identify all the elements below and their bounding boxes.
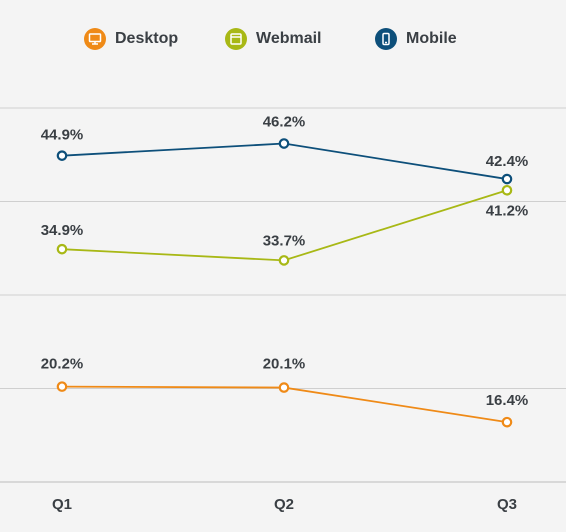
data-point [501, 173, 513, 185]
desktop-icon [84, 28, 106, 50]
x-tick-label: Q3 [497, 496, 517, 513]
data-label: 34.9% [41, 222, 84, 239]
data-label: 41.2% [486, 202, 529, 219]
data-label: 46.2% [263, 114, 306, 131]
series-line-mobile [61, 142, 508, 180]
legend-item-webmail: Webmail [225, 26, 322, 52]
data-label: 20.2% [41, 356, 84, 373]
legend-label-webmail: Webmail [256, 30, 322, 47]
legend-item-desktop: Desktop [84, 26, 178, 52]
data-point [501, 184, 513, 196]
data-point [56, 150, 68, 161]
legend-label-desktop: Desktop [115, 30, 179, 47]
x-tick-label: Q2 [274, 496, 294, 513]
data-point [278, 138, 290, 149]
legend-label-mobile: Mobile [406, 30, 457, 47]
data-label: 20.1% [263, 356, 306, 373]
data-label: 33.7% [263, 232, 306, 249]
data-point [56, 243, 68, 255]
data-label: 44.9% [41, 127, 84, 144]
x-tick-label: Q1 [52, 496, 72, 513]
legend-item-mobile: Mobile [375, 26, 457, 52]
data-label: 16.4% [486, 392, 529, 409]
data-point [278, 255, 290, 266]
webmail-icon [225, 28, 247, 50]
data-label: 42.4% [486, 153, 529, 170]
mobile-icon [375, 28, 397, 50]
data-point [278, 382, 290, 393]
data-point [56, 381, 68, 392]
legend: Desktop Webmail Mobile [0, 26, 566, 52]
data-point [501, 416, 513, 428]
series-line-webmail [61, 189, 508, 262]
